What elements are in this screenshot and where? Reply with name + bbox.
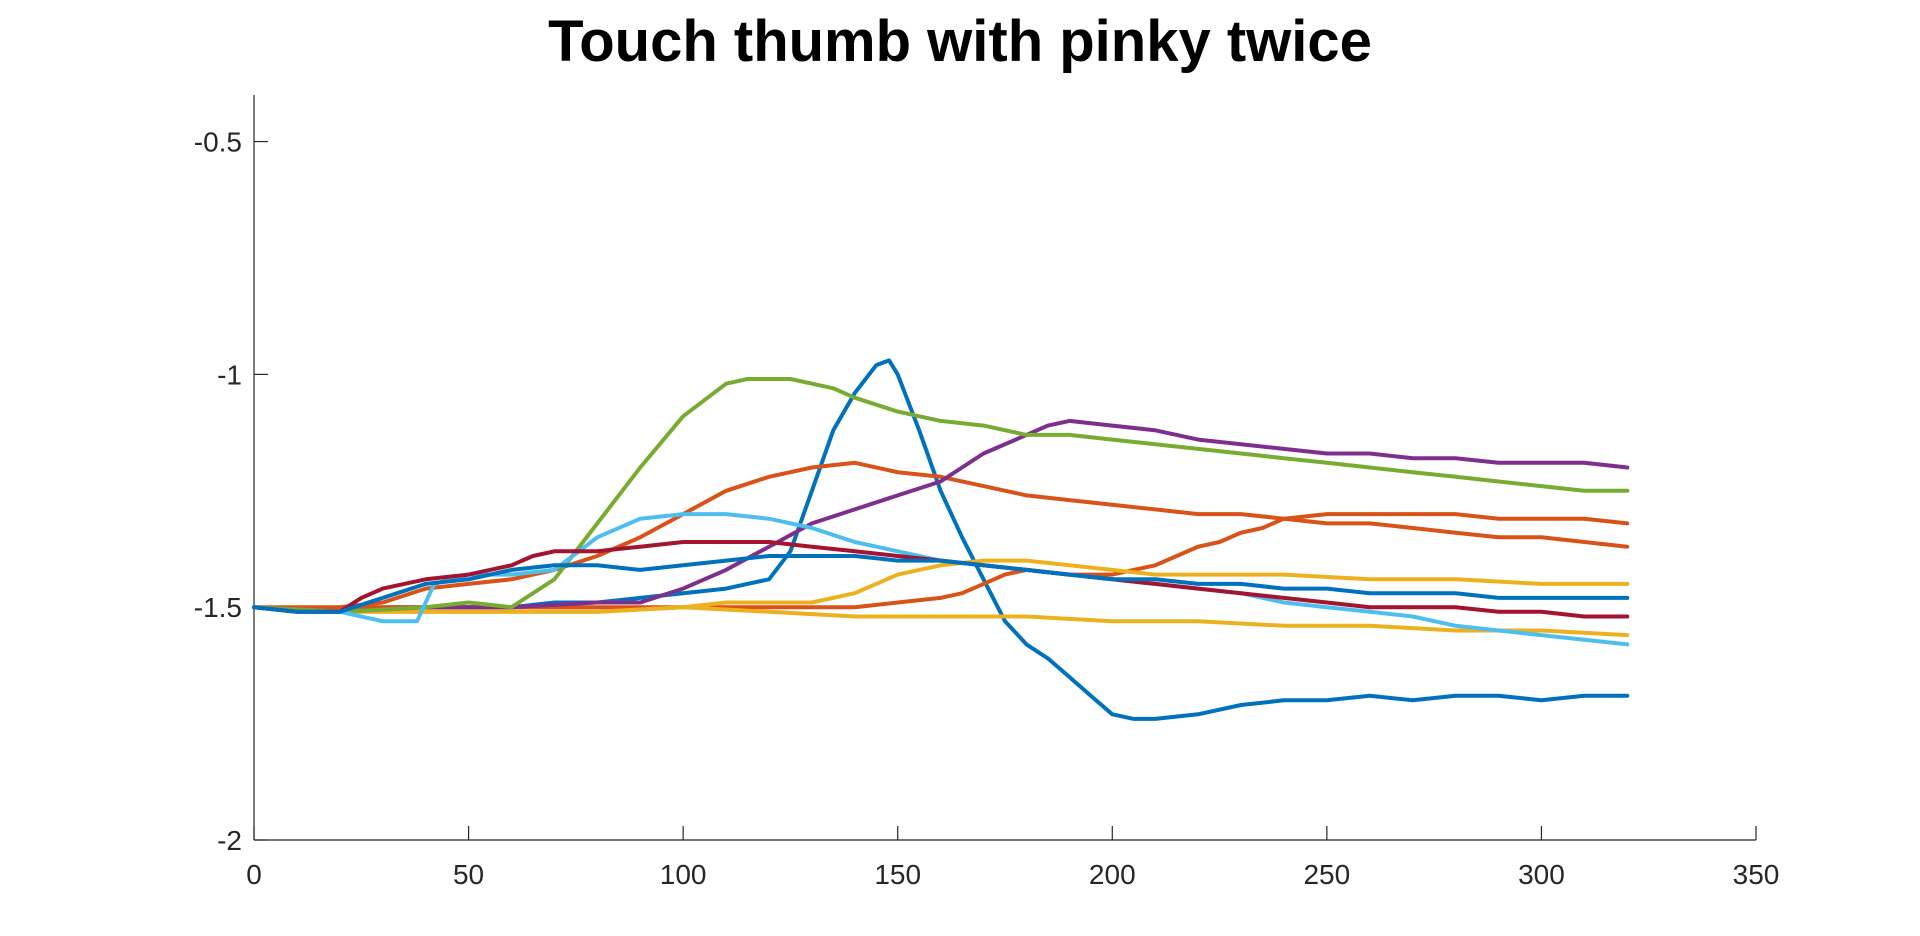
x-tick-label: 50 (453, 859, 484, 890)
x-tick-label: 100 (660, 859, 707, 890)
series-line-1 (252, 358, 1630, 721)
x-tick-label: 300 (1518, 859, 1565, 890)
series-line-10 (252, 554, 1630, 614)
series-line-9 (252, 540, 1630, 619)
y-tick-label: -1 (217, 359, 242, 390)
x-tick-label: 350 (1733, 859, 1780, 890)
x-tick-label: 0 (246, 859, 262, 890)
y-tick-label: -1.5 (194, 592, 242, 623)
x-tick-label: 150 (874, 859, 921, 890)
chart-title: Touch thumb with pinky twice (548, 9, 1372, 74)
axes: 0 50 100 150 200 250 300 350 -2 -1.5 -1 -0.5 (194, 95, 1780, 890)
series-line-2 (252, 460, 1630, 614)
y-tick-label: -2 (217, 825, 242, 856)
x-tick-label: 250 (1303, 859, 1350, 890)
series-line-5 (252, 605, 1630, 638)
series-line-7 (252, 377, 1630, 614)
series-line-6 (252, 418, 1630, 614)
x-tick-label: 200 (1089, 859, 1136, 890)
y-tick-label: -0.5 (194, 127, 242, 158)
series-layer (252, 358, 1630, 721)
